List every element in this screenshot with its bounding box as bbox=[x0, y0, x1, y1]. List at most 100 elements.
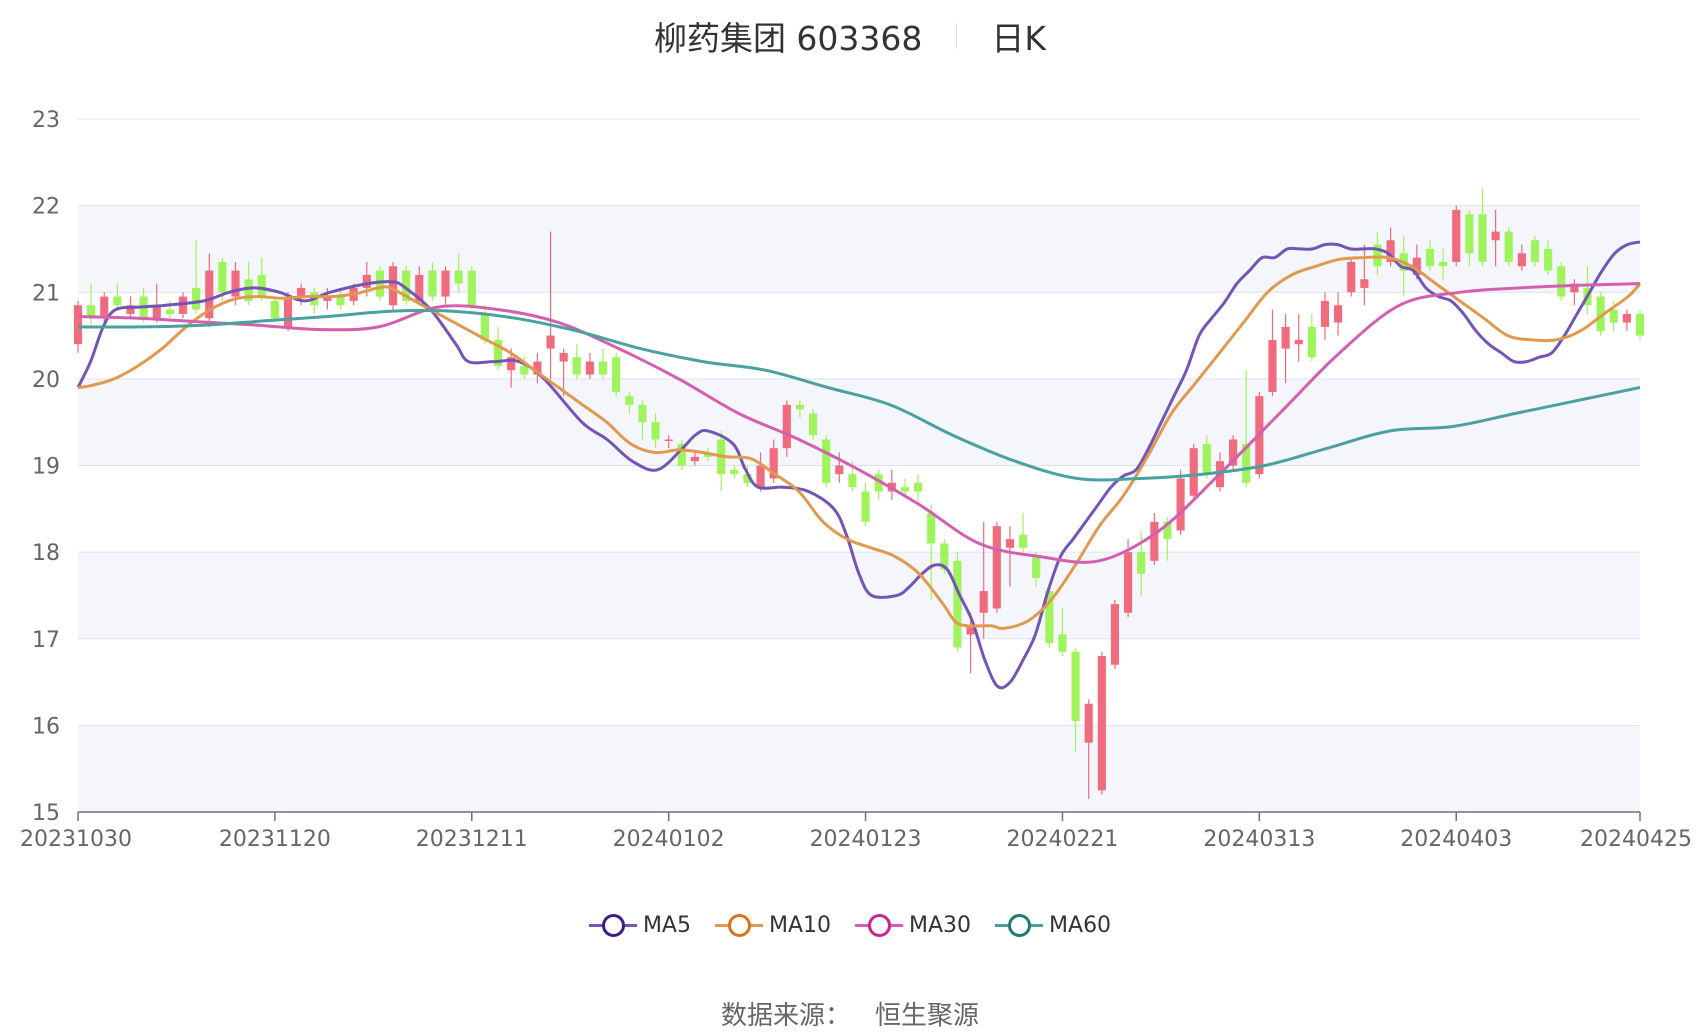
candle-body bbox=[1504, 231, 1513, 262]
candle-body bbox=[966, 625, 975, 635]
candle-body bbox=[546, 335, 555, 349]
x-tick-label: 20231211 bbox=[416, 827, 528, 852]
candle-body bbox=[1307, 326, 1316, 358]
candle-body bbox=[638, 404, 647, 423]
candle-body bbox=[1609, 309, 1618, 323]
candle-body bbox=[165, 309, 174, 314]
candle-body bbox=[874, 474, 883, 492]
candle-body bbox=[1373, 244, 1382, 267]
candle-body bbox=[1137, 552, 1146, 574]
candle-body bbox=[927, 513, 936, 544]
candle-body bbox=[1439, 261, 1448, 267]
candle-body bbox=[625, 396, 634, 405]
grid-lines bbox=[78, 118, 1640, 726]
candle-body bbox=[428, 270, 437, 297]
candle-body bbox=[1163, 521, 1172, 540]
candle-body bbox=[953, 560, 962, 648]
candle-body bbox=[940, 543, 949, 570]
candle-body bbox=[113, 296, 122, 306]
candle-body bbox=[664, 439, 673, 442]
candle-body bbox=[1347, 261, 1356, 293]
candle-body bbox=[375, 270, 384, 297]
candle-body bbox=[533, 361, 542, 375]
candle-body bbox=[493, 339, 503, 366]
plot-band bbox=[78, 725, 1640, 812]
candle-body bbox=[677, 443, 686, 466]
x-axis: 20231030 20231120 20231211 20240102 20240123… bbox=[20, 811, 1692, 852]
candle-body bbox=[1320, 300, 1330, 327]
candle-body bbox=[415, 274, 424, 301]
legend-item-ma60[interactable]: MA60 bbox=[995, 912, 1111, 938]
candle-body bbox=[126, 305, 135, 314]
candle-body bbox=[1544, 248, 1553, 271]
y-tick-label: 18 bbox=[32, 541, 60, 566]
legend-item-ma10[interactable]: MA10 bbox=[714, 912, 831, 938]
candle-body bbox=[900, 487, 910, 492]
plot-bands bbox=[78, 205, 1640, 812]
legend-label-ma10: MA10 bbox=[768, 912, 831, 938]
candle-body bbox=[743, 474, 752, 483]
y-tick-label: 15 bbox=[32, 801, 60, 826]
ma-line-ma60 bbox=[77, 309, 1641, 482]
candle-body bbox=[1334, 305, 1343, 323]
candle-body bbox=[1491, 231, 1500, 241]
legend-label-ma5: MA5 bbox=[642, 912, 691, 938]
candle-body bbox=[992, 526, 1001, 609]
candle-body bbox=[1110, 604, 1120, 665]
chart-title-row: 柳药集团 603368 日K bbox=[0, 8, 1700, 64]
candle-body bbox=[336, 296, 345, 306]
candle-body bbox=[1202, 443, 1211, 475]
candle-body bbox=[1124, 552, 1133, 613]
candle-body bbox=[795, 404, 805, 410]
candle-body bbox=[585, 361, 594, 375]
legend-swatch-ma60 bbox=[995, 912, 1044, 938]
x-tick-label: 20240221 bbox=[1006, 827, 1118, 852]
candle-body bbox=[651, 422, 660, 440]
candle-body bbox=[480, 313, 489, 340]
candle-body bbox=[1071, 651, 1080, 722]
candle-body bbox=[1452, 209, 1461, 262]
candle-body bbox=[1045, 591, 1054, 644]
candle-body bbox=[507, 357, 516, 371]
candle-body bbox=[205, 270, 214, 319]
data-source: 数据来源： 恒生聚源 bbox=[0, 995, 1700, 1032]
candle-body bbox=[1596, 296, 1605, 332]
plot-band bbox=[78, 378, 1640, 466]
legend-item-ma30[interactable]: MA30 bbox=[855, 912, 971, 938]
candle-body bbox=[1360, 279, 1369, 288]
candle-body bbox=[270, 300, 279, 319]
candle-body bbox=[1189, 448, 1198, 496]
candle-body bbox=[1465, 214, 1474, 254]
candle-body bbox=[808, 413, 818, 436]
candle-body bbox=[178, 296, 188, 314]
ma-line-ma30 bbox=[77, 282, 1641, 564]
ma-line-ma5 bbox=[76, 240, 1641, 690]
candle-body bbox=[861, 491, 870, 522]
y-tick-label: 16 bbox=[32, 714, 60, 739]
candle-body bbox=[572, 357, 581, 375]
candle-body bbox=[441, 270, 450, 297]
candle-body bbox=[979, 591, 988, 613]
candle-body bbox=[1478, 214, 1487, 262]
y-tick-label: 19 bbox=[32, 455, 60, 480]
candle-body bbox=[1412, 257, 1421, 275]
candle-body bbox=[822, 439, 831, 483]
legend-item-ma5[interactable]: MA5 bbox=[588, 912, 691, 938]
y-axis: 15 16 17 18 19 20 21 22 23 bbox=[32, 108, 60, 826]
x-tick-label: 20231120 bbox=[219, 827, 331, 852]
plot-band bbox=[78, 552, 1640, 639]
data-source-label: 数据来源： bbox=[720, 1001, 851, 1031]
y-tick-label: 20 bbox=[32, 368, 60, 393]
x-tick-label: 20240403 bbox=[1400, 827, 1512, 852]
legend-swatch-ma30 bbox=[855, 912, 903, 938]
candle-body bbox=[1242, 443, 1251, 483]
y-tick-label: 22 bbox=[32, 195, 60, 220]
candle-body bbox=[1097, 656, 1106, 791]
y-tick-label: 21 bbox=[32, 281, 60, 306]
candle-body bbox=[244, 279, 253, 301]
chart-period: 日K bbox=[991, 19, 1047, 58]
x-tick-label: 20240123 bbox=[810, 827, 922, 852]
candle-body bbox=[1386, 240, 1395, 262]
legend-swatch-ma5 bbox=[588, 912, 637, 938]
